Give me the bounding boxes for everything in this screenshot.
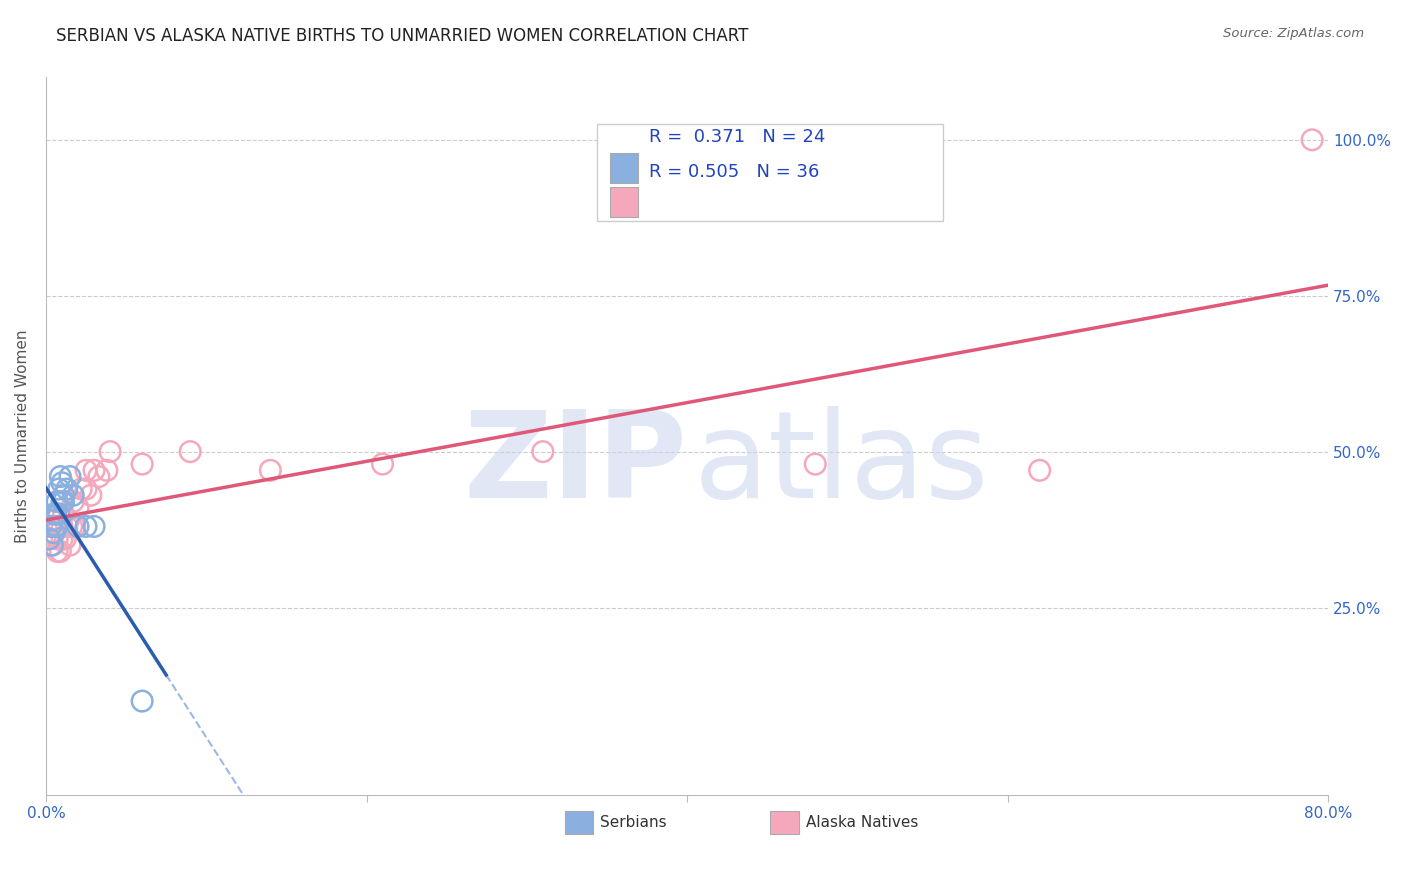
- FancyBboxPatch shape: [610, 187, 638, 218]
- Point: [62, 488, 84, 502]
- Point: [59, 469, 82, 483]
- Point: [75, 463, 97, 477]
- Y-axis label: Births to Unmarried Women: Births to Unmarried Women: [15, 329, 30, 542]
- Point: [51, 532, 73, 546]
- Point: [45, 519, 67, 533]
- Point: [83, 463, 105, 477]
- Text: atlas: atlas: [693, 406, 988, 524]
- Point: [45, 513, 67, 527]
- Text: Source: ZipAtlas.com: Source: ZipAtlas.com: [1223, 27, 1364, 40]
- Point: [96, 463, 118, 477]
- Point: [66, 519, 89, 533]
- FancyBboxPatch shape: [598, 124, 943, 221]
- Point: [131, 694, 153, 708]
- Point: [63, 519, 86, 533]
- Point: [259, 463, 281, 477]
- Point: [51, 494, 73, 508]
- Point: [53, 532, 76, 546]
- Point: [56, 482, 79, 496]
- Point: [58, 513, 80, 527]
- Point: [179, 444, 201, 458]
- Point: [37, 532, 59, 546]
- Point: [51, 475, 73, 490]
- FancyBboxPatch shape: [565, 811, 593, 834]
- Point: [52, 507, 75, 521]
- Point: [75, 519, 97, 533]
- Text: R =  0.371   N = 24: R = 0.371 N = 24: [648, 128, 825, 146]
- Point: [46, 544, 69, 558]
- FancyBboxPatch shape: [610, 153, 638, 183]
- Point: [39, 538, 62, 552]
- Point: [66, 500, 89, 515]
- Point: [62, 494, 84, 508]
- Point: [56, 519, 79, 533]
- Point: [51, 519, 73, 533]
- Point: [39, 519, 62, 533]
- Point: [49, 544, 72, 558]
- Point: [42, 507, 65, 521]
- Text: Serbians: Serbians: [600, 815, 666, 830]
- Text: R = 0.505   N = 36: R = 0.505 N = 36: [648, 163, 818, 181]
- Point: [48, 519, 70, 533]
- Point: [49, 469, 72, 483]
- Point: [42, 525, 65, 540]
- Point: [371, 457, 394, 471]
- Text: SERBIAN VS ALASKA NATIVE BIRTHS TO UNMARRIED WOMEN CORRELATION CHART: SERBIAN VS ALASKA NATIVE BIRTHS TO UNMAR…: [56, 27, 748, 45]
- Point: [48, 507, 70, 521]
- Point: [38, 532, 60, 546]
- Point: [48, 482, 70, 496]
- Point: [41, 538, 63, 552]
- Point: [41, 525, 63, 540]
- Point: [83, 519, 105, 533]
- Point: [52, 488, 75, 502]
- Text: ZIP: ZIP: [464, 406, 688, 524]
- Point: [60, 519, 83, 533]
- Point: [531, 444, 554, 458]
- Point: [46, 532, 69, 546]
- Text: Alaska Natives: Alaska Natives: [806, 815, 918, 830]
- Point: [1028, 463, 1050, 477]
- Point: [52, 494, 75, 508]
- Point: [87, 469, 110, 483]
- Point: [80, 488, 103, 502]
- Point: [70, 482, 93, 496]
- Point: [45, 507, 67, 521]
- Point: [1301, 133, 1323, 147]
- Point: [46, 519, 69, 533]
- FancyBboxPatch shape: [770, 811, 799, 834]
- Point: [804, 457, 827, 471]
- Point: [41, 513, 63, 527]
- Point: [98, 444, 121, 458]
- Point: [59, 538, 82, 552]
- Point: [42, 525, 65, 540]
- Point: [75, 482, 97, 496]
- Point: [131, 457, 153, 471]
- Point: [46, 494, 69, 508]
